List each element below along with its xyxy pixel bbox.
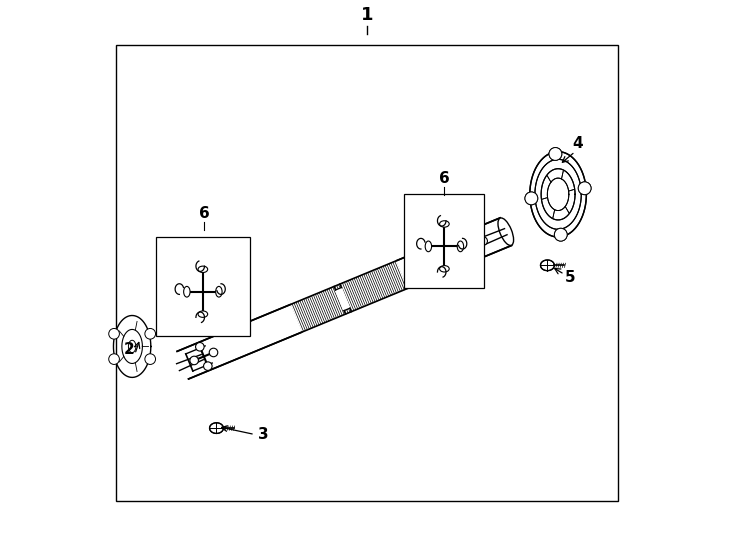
Text: 1: 1 [360,5,374,24]
Polygon shape [186,346,212,371]
Ellipse shape [498,218,514,246]
Circle shape [549,147,562,160]
Circle shape [109,328,120,339]
Text: 5: 5 [564,269,575,285]
Polygon shape [335,287,350,310]
Ellipse shape [198,266,208,273]
Polygon shape [540,260,554,271]
Text: 6: 6 [199,206,210,221]
Text: 6: 6 [439,171,450,186]
Ellipse shape [184,286,190,297]
Bar [156,237,250,336]
Ellipse shape [440,221,449,227]
Circle shape [554,228,567,241]
Circle shape [209,348,218,357]
Circle shape [203,362,212,370]
Circle shape [190,356,198,365]
Text: 4: 4 [573,136,583,151]
Polygon shape [397,218,512,288]
Circle shape [525,192,538,205]
Circle shape [465,231,473,240]
Ellipse shape [425,241,432,252]
Polygon shape [209,423,223,434]
Circle shape [578,182,591,194]
Circle shape [554,228,567,241]
Ellipse shape [198,311,208,318]
Bar [404,194,484,288]
Ellipse shape [457,241,464,252]
Circle shape [549,147,562,160]
Polygon shape [177,305,302,379]
Circle shape [145,354,156,364]
Polygon shape [530,152,586,237]
Bar [116,45,618,501]
Ellipse shape [216,286,222,297]
Polygon shape [177,218,512,379]
Circle shape [109,354,120,364]
Circle shape [195,342,204,351]
Circle shape [459,245,468,253]
Circle shape [473,251,482,259]
Circle shape [479,237,487,245]
Circle shape [525,192,538,205]
Text: 3: 3 [258,427,268,442]
Circle shape [145,328,156,339]
Circle shape [578,182,591,194]
Ellipse shape [440,266,449,272]
Text: 2: 2 [124,342,135,356]
